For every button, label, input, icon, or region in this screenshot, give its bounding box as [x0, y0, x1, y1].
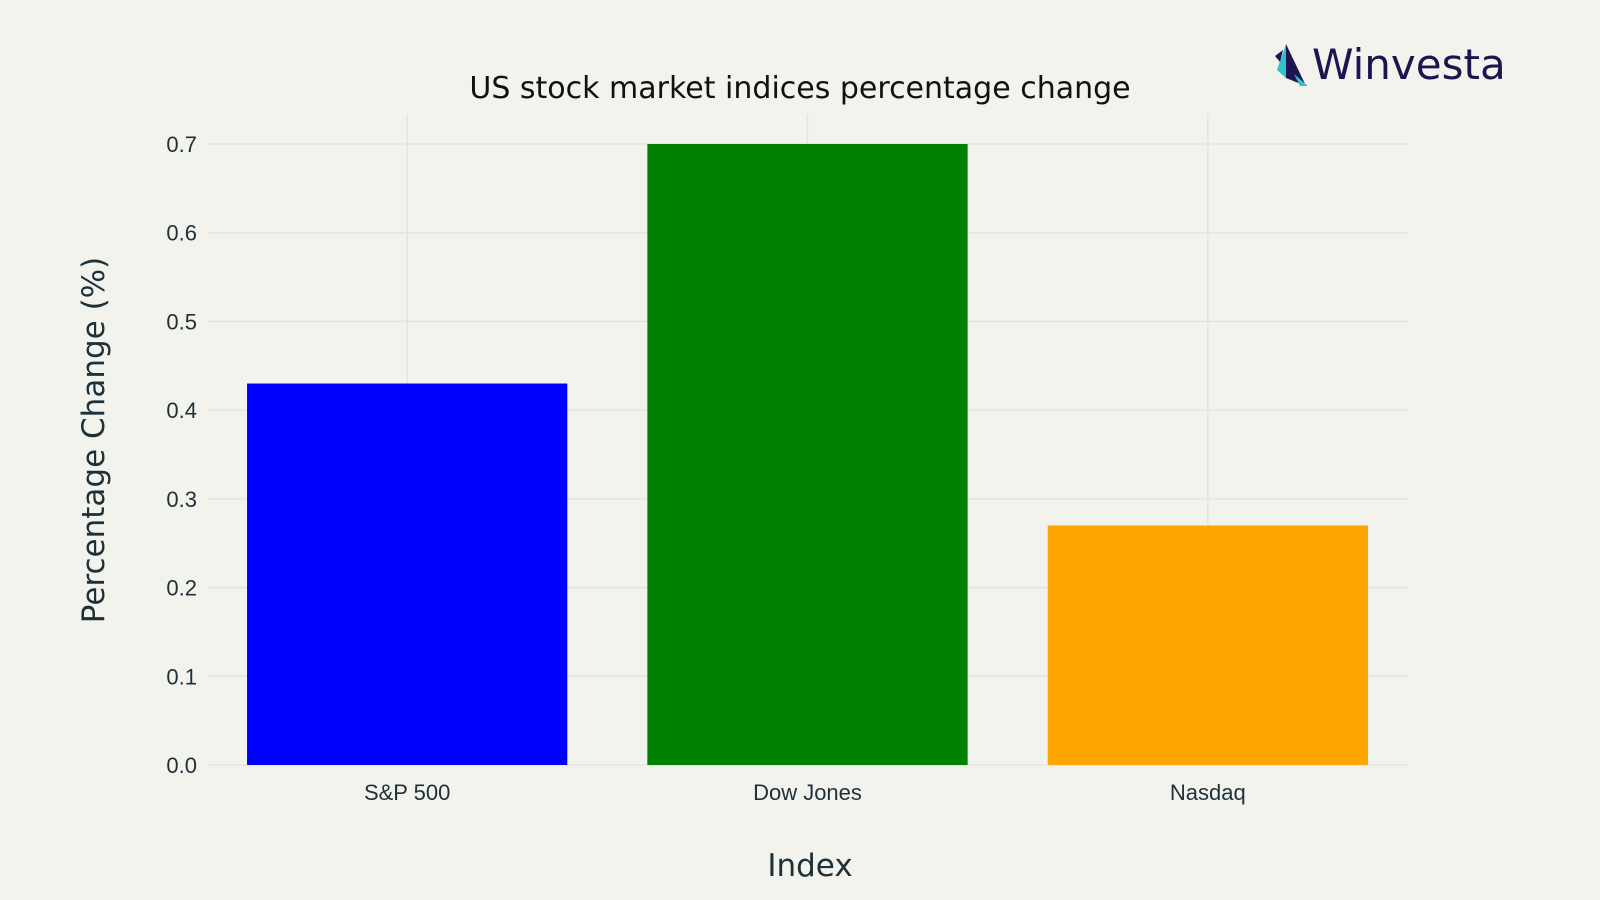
y-tick-label: 0.3: [166, 487, 197, 512]
x-axis-ticks: S&P 500 Dow Jones Nasdaq: [364, 780, 1246, 805]
x-tick-label: S&P 500: [364, 780, 450, 805]
x-tick-label: Nasdaq: [1170, 780, 1246, 805]
x-axis-title: Index: [767, 848, 852, 884]
bar-dow-jones: [647, 144, 968, 765]
chart-title: US stock market indices percentage chang…: [469, 71, 1130, 106]
y-tick-label: 0.5: [166, 309, 197, 334]
y-tick-label: 0.2: [166, 576, 197, 601]
brand-logo: Winvesta: [1275, 40, 1506, 89]
y-tick-label: 0.1: [166, 664, 197, 689]
y-axis-ticks: 0.0 0.1 0.2 0.3 0.4 0.5 0.6 0.7: [166, 132, 197, 778]
y-tick-label: 0.0: [166, 753, 197, 778]
winvesta-bird-icon: [1275, 44, 1308, 86]
bar-nasdaq: [1047, 525, 1368, 765]
bar-s-p-500: [247, 383, 568, 765]
y-tick-label: 0.6: [166, 221, 197, 246]
y-axis-title: Percentage Change (%): [76, 257, 112, 623]
y-tick-label: 0.4: [166, 398, 197, 423]
bars: [247, 144, 1368, 765]
y-tick-label: 0.7: [166, 132, 197, 157]
x-tick-label: Dow Jones: [753, 780, 862, 805]
brand-name: Winvesta: [1312, 40, 1506, 89]
